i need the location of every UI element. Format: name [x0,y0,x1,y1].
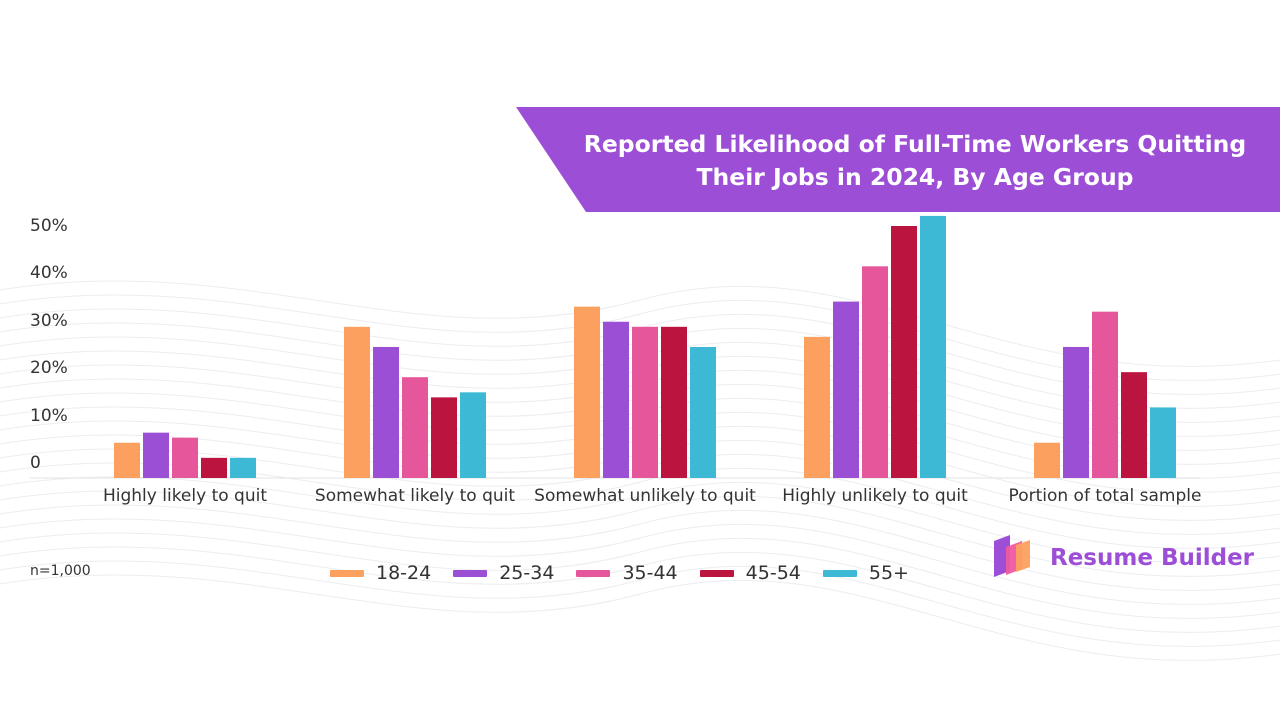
background-wave-line [0,280,1280,368]
legend-item-35-44: 35-44 [576,562,678,584]
category-label: Highly unlikely to quit [782,486,968,506]
y-tick-label: 0 [30,453,41,473]
background-wave-line [0,294,1280,382]
bar-18-24-cat-3 [804,336,830,478]
background-wave-line [0,574,1280,662]
title-banner [516,107,1280,212]
y-tick-label: 10% [30,406,68,426]
bar-35-44-cat-0 [172,437,198,478]
bar-25-34-cat-4 [1063,346,1089,478]
chart-title: Reported Likelihood of Full-Time Workers… [560,128,1270,194]
y-tick-label: 50% [30,216,68,236]
bar-35-44-cat-3 [862,266,888,478]
legend-label: 45-54 [745,562,801,584]
legend-item-55-plus: 55+ [822,562,909,584]
chart-title-line-1: Reported Likelihood of Full-Time Workers… [583,130,1247,158]
background-wave-line [0,490,1280,578]
bar-18-24-cat-2 [574,306,600,478]
background-wave-line [0,476,1280,564]
legend-swatch [576,569,611,577]
bar-25-34-cat-2 [603,321,629,478]
legend-item-45-54: 45-54 [699,562,801,584]
legend-label: 18-24 [376,562,432,584]
category-label: Portion of total sample [1008,486,1202,506]
background-wave-line [0,546,1280,634]
legend-item-25-34: 25-34 [453,562,554,584]
bar-45-54-cat-3 [891,226,917,478]
category-label: Somewhat likely to quit [314,486,516,506]
y-tick-label: 30% [30,311,68,331]
resume-builder-logo-icon [994,535,1030,577]
bar-18-24-cat-0 [114,442,140,478]
background-wave-line [0,560,1280,648]
legend-item-18-24: 18-24 [330,562,431,584]
bar-18-24-cat-1 [344,326,370,478]
bar-25-34-cat-3 [833,301,859,478]
background-wave-line [0,504,1280,592]
legend-swatch [822,569,857,577]
legend-label: 55+ [868,562,909,584]
legend-swatch [330,569,364,577]
category-label: Highly likely to quit [102,486,267,506]
chart-title-line-2: Their Jobs in 2024, By Age Group [696,163,1134,191]
legend-label: 35-44 [622,562,678,584]
bar-18-24-cat-4 [1034,442,1060,478]
bar-25-34-cat-0 [143,432,169,478]
bar-55-plus-cat-4 [1150,407,1176,478]
legend-label: 25-34 [499,562,555,584]
background-wave-line [0,532,1280,620]
y-tick-label: 40% [30,263,68,283]
bar-45-54-cat-0 [201,457,227,478]
legend-swatch [699,569,734,577]
bars-layer [114,215,1176,479]
legend-swatch [453,569,488,577]
background-wave-line [0,518,1280,606]
y-tick-label: 20% [30,358,68,378]
bar-45-54-cat-1 [431,397,457,478]
bar-55-plus-cat-1 [460,392,486,478]
brand: Resume Builder [988,531,1254,585]
bar-55-plus-cat-0 [230,457,256,478]
legend: 18-24 25-34 35-44 45-54 55+ [330,560,931,586]
category-label: Somewhat unlikely to quit [534,486,756,506]
sample-size-note: n=1,000 [30,563,91,579]
bar-35-44-cat-4 [1092,311,1118,478]
bar-45-54-cat-4 [1121,372,1147,478]
bar-35-44-cat-1 [402,377,428,478]
bar-55-plus-cat-3 [920,215,946,479]
bar-35-44-cat-2 [632,326,658,478]
bar-55-plus-cat-2 [690,346,716,478]
brand-name: Resume Builder [1050,545,1255,571]
bar-25-34-cat-1 [373,346,399,478]
bar-45-54-cat-2 [661,326,687,478]
